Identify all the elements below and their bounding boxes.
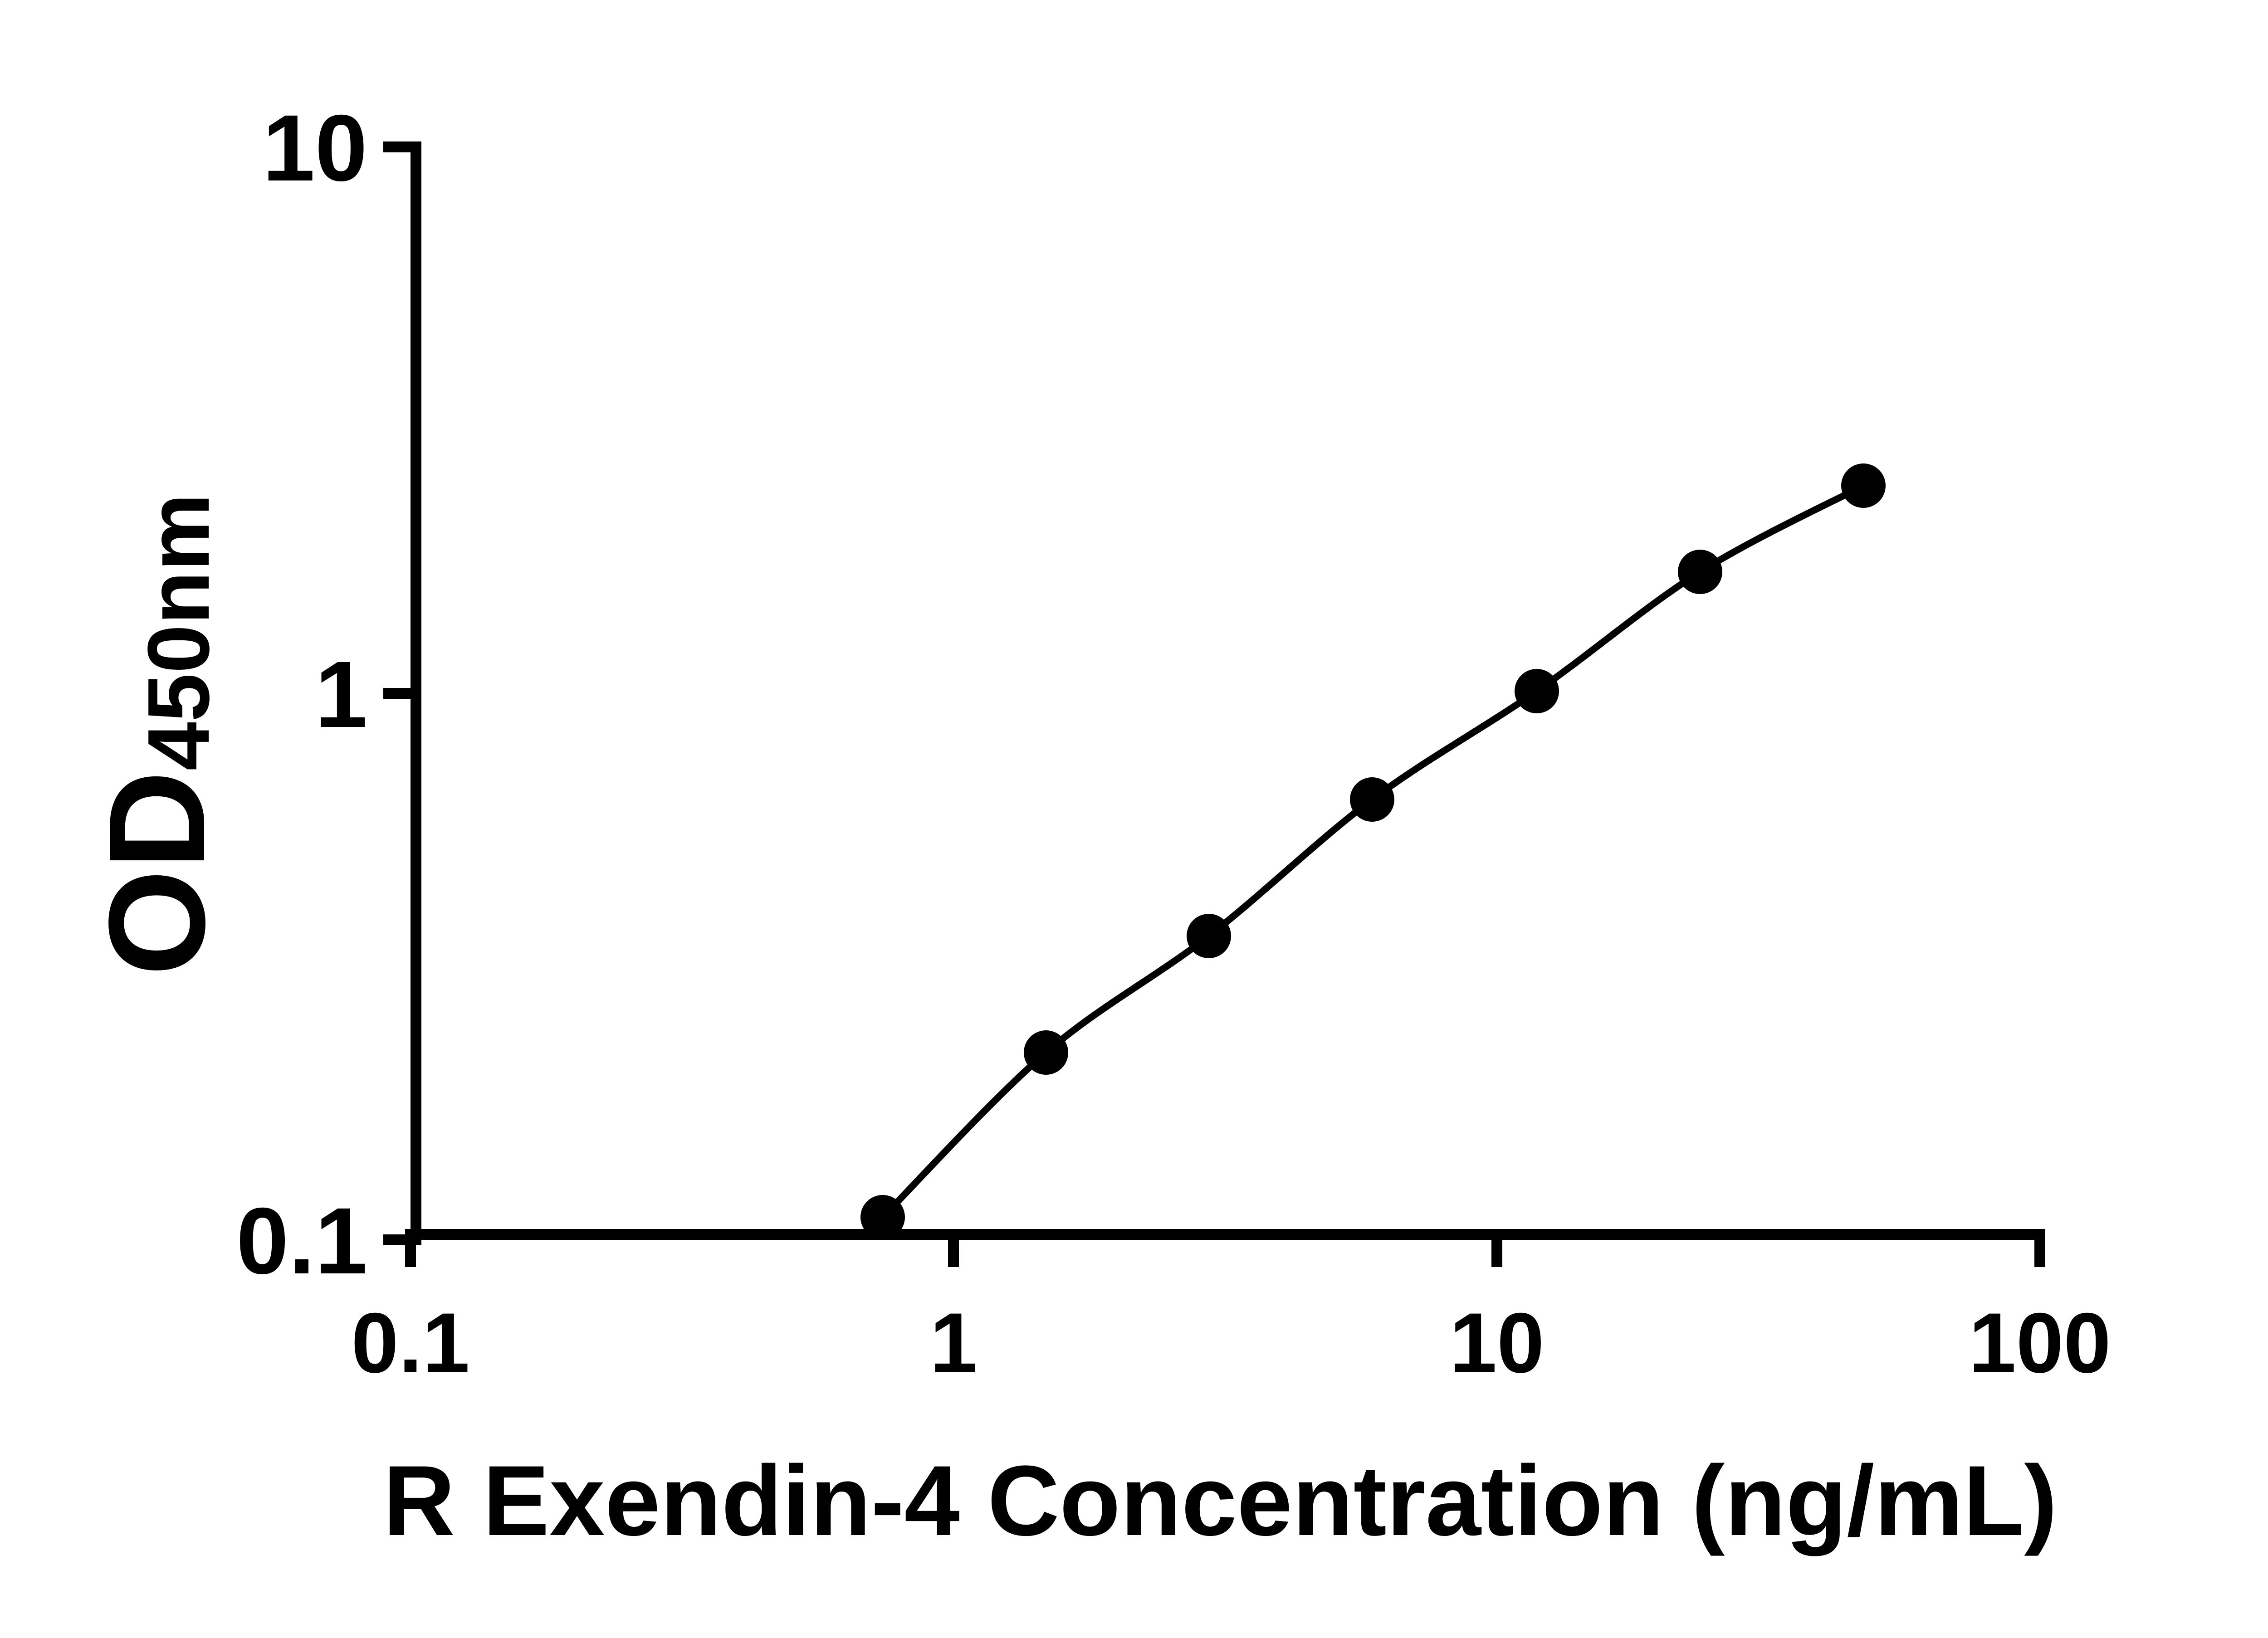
svg-text:100: 100 (1969, 1295, 2111, 1390)
svg-text:R Exendin-4 Concentration (ng/: R Exendin-4 Concentration (ng/mL) (383, 1445, 2057, 1556)
svg-text:1: 1 (930, 1295, 978, 1390)
svg-text:10: 10 (263, 96, 367, 201)
svg-text:0.1: 0.1 (236, 1189, 367, 1294)
svg-text:1: 1 (315, 642, 367, 747)
svg-text:0.1: 0.1 (351, 1295, 469, 1390)
svg-text:10: 10 (1449, 1295, 1544, 1390)
